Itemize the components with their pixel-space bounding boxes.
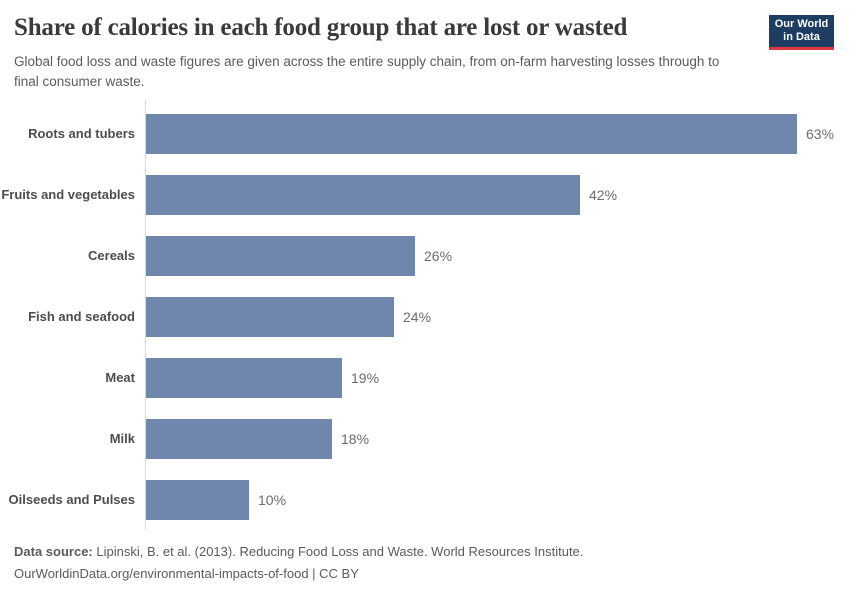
- value-label: 26%: [424, 248, 453, 264]
- owid-logo-line2: in Data: [783, 31, 820, 43]
- bar-row: Milk 18%: [0, 405, 850, 466]
- chart-title: Share of calories in each food group tha…: [14, 14, 628, 41]
- bar-row: Fish and seafood 24%: [0, 283, 850, 344]
- value-label: 10%: [258, 492, 287, 508]
- category-label: Cereals: [88, 248, 135, 263]
- bar[interactable]: [146, 175, 580, 215]
- data-source-label: Data source:: [14, 544, 93, 559]
- chart-subtitle: Global food loss and waste figures are g…: [14, 54, 720, 89]
- owid-logo-line1: Our World: [774, 18, 829, 30]
- bar-row: Fruits and vegetables 42%: [0, 161, 850, 222]
- bar-row: Cereals 26%: [0, 222, 850, 283]
- y-axis-line: [145, 100, 146, 530]
- value-label: 42%: [589, 187, 618, 203]
- bar[interactable]: [146, 297, 394, 337]
- value-label: 19%: [351, 370, 380, 386]
- bar-chart: Roots and tubers 63% Fruits and vegetables…: [0, 100, 850, 530]
- bar[interactable]: [146, 480, 249, 520]
- bar[interactable]: [146, 419, 332, 459]
- bar[interactable]: [146, 236, 415, 276]
- value-label: 63%: [806, 126, 835, 142]
- bar[interactable]: [146, 114, 797, 154]
- owid-logo[interactable]: Our World in Data: [769, 15, 834, 50]
- license-line: OurWorldinData.org/environmental-impacts…: [14, 566, 359, 581]
- category-label: Meat: [105, 370, 135, 385]
- bar-row: Roots and tubers 63%: [0, 100, 850, 161]
- category-label: Fish and seafood: [28, 309, 135, 324]
- category-label: Milk: [109, 431, 135, 446]
- bar-row: Oilseeds and Pulses 10%: [0, 466, 850, 527]
- value-label: 18%: [341, 431, 370, 447]
- data-source-text: Lipinski, B. et al. (2013). Reducing Foo…: [96, 544, 584, 559]
- category-label: Oilseeds and Pulses: [8, 492, 135, 507]
- value-label: 24%: [403, 309, 432, 325]
- bar[interactable]: [146, 358, 342, 398]
- chart-footer: Data source: Lipinski, B. et al. (2013).…: [14, 541, 814, 585]
- category-label: Fruits and vegetables: [1, 187, 135, 202]
- bar-row: Meat 19%: [0, 344, 850, 405]
- data-source-line: Data source: Lipinski, B. et al. (2013).…: [14, 541, 814, 563]
- category-label: Roots and tubers: [28, 126, 135, 141]
